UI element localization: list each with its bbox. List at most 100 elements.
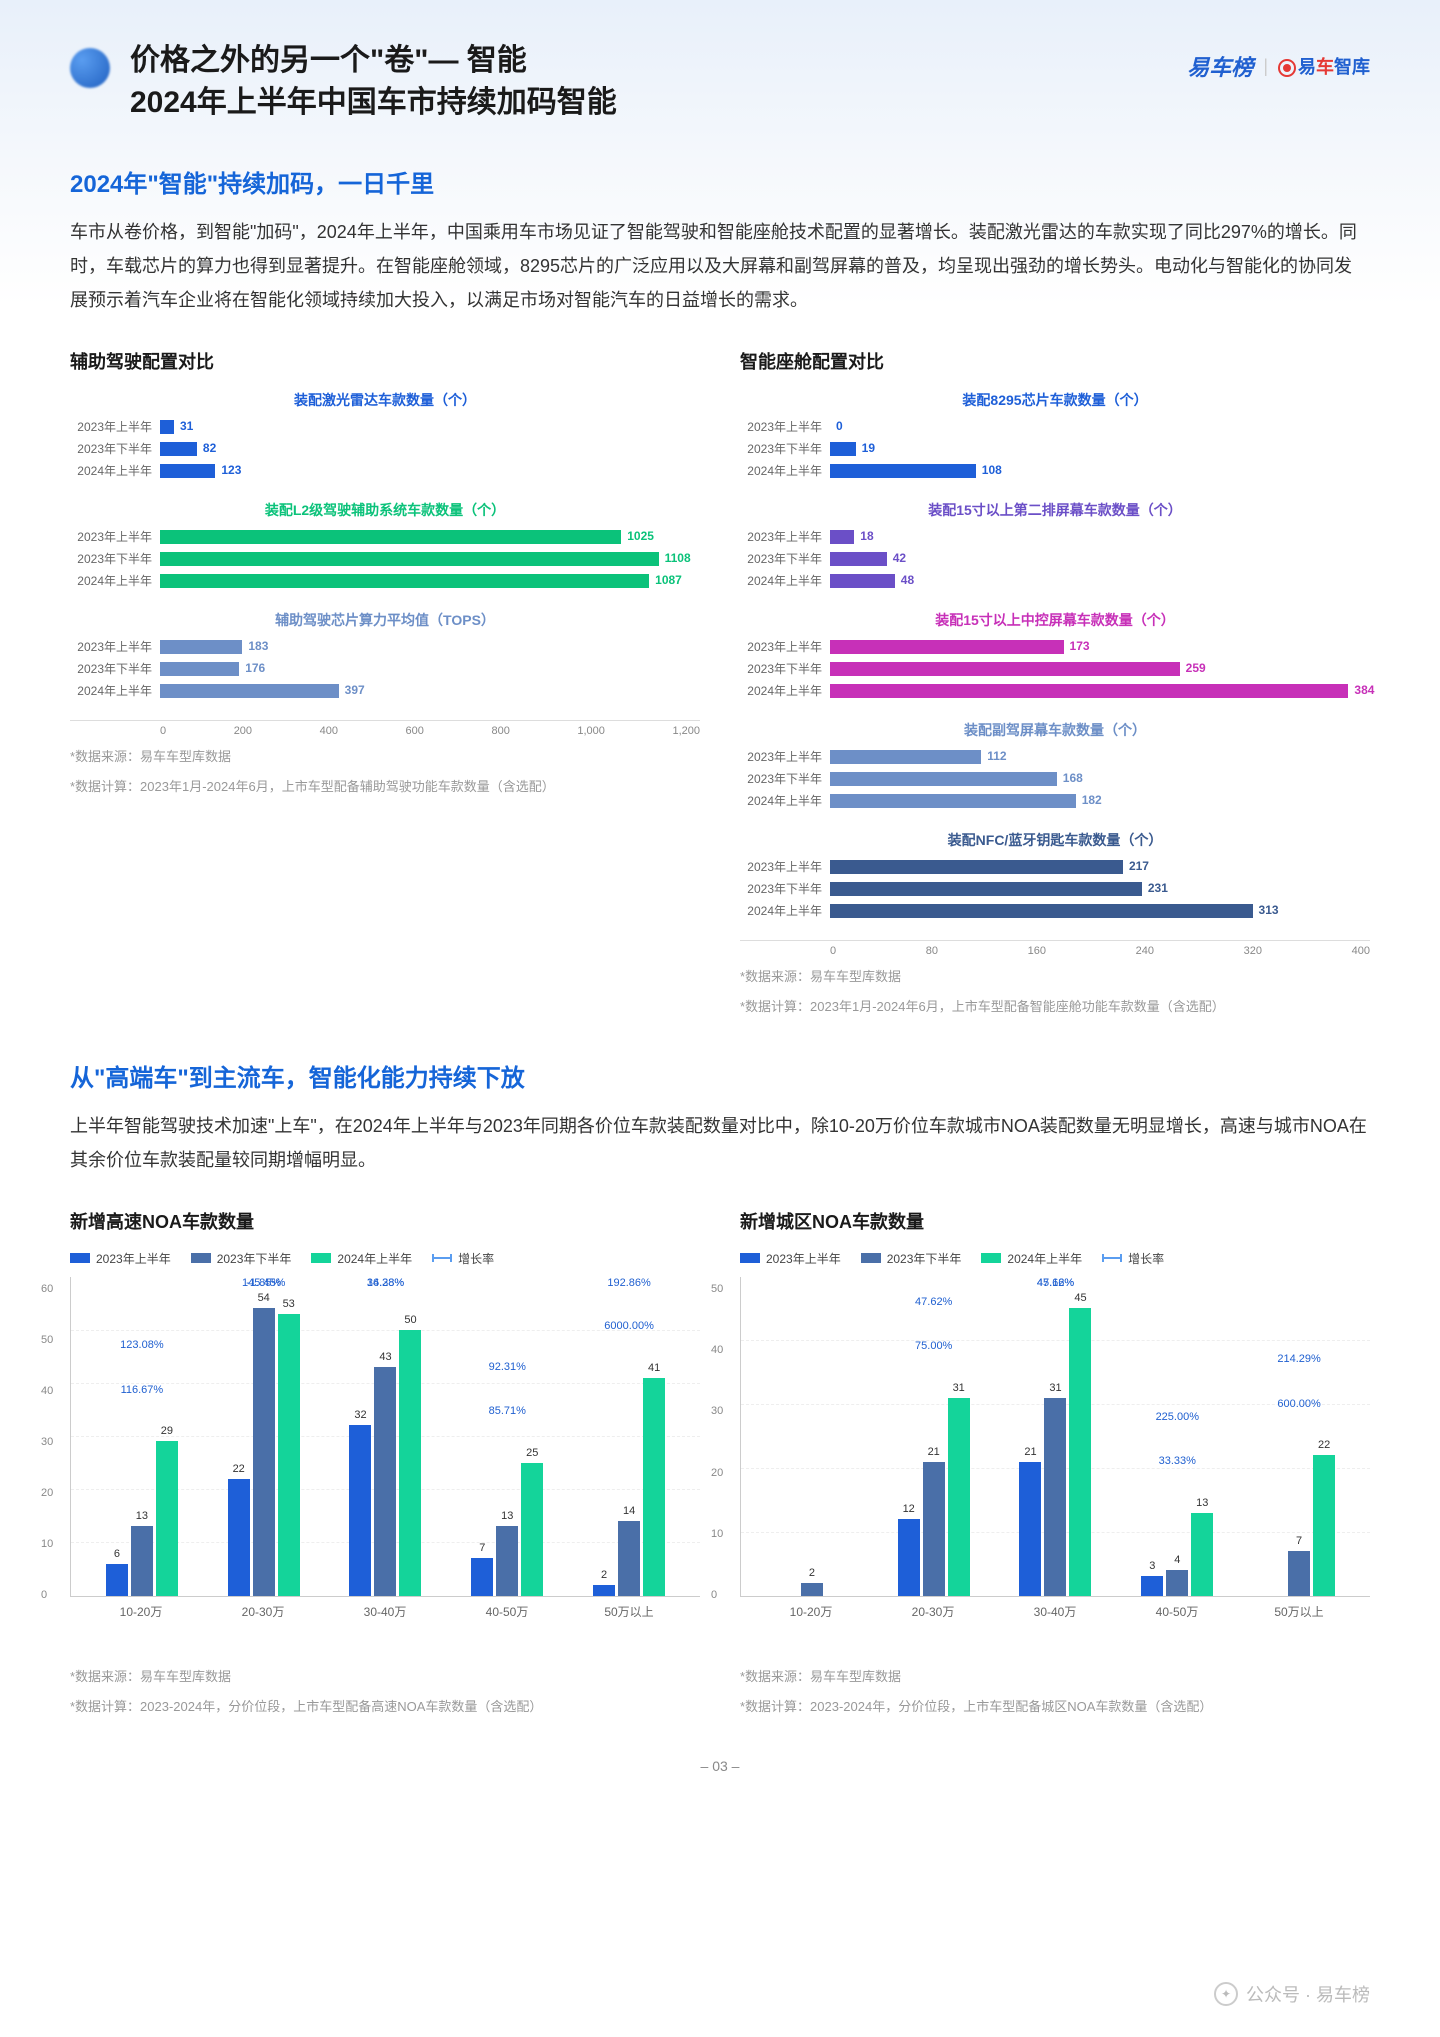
y-tick: 50 [41, 1334, 53, 1346]
hbar-value: 19 [862, 441, 875, 455]
hbar-period-label: 2023年上半年 [740, 418, 830, 435]
hbar-fill [830, 772, 1057, 786]
hbar-row: 2024年上半年1087 [70, 572, 700, 590]
hbar-subtitle: 装配15寸以上中控屏幕车款数量（个） [740, 610, 1370, 630]
vbar-value: 13 [1196, 1497, 1208, 1509]
growth-label: -1.85% [246, 1277, 281, 1289]
hbar-period-label: 2024年上半年 [70, 572, 160, 589]
hbar-value: 18 [860, 529, 873, 543]
wechat-icon: ✦ [1214, 1982, 1238, 2006]
hbar-period-label: 2023年上半年 [70, 418, 160, 435]
hbar-row: 2023年下半年259 [740, 660, 1370, 678]
vbar-value: 2 [601, 1569, 607, 1581]
y-tick: 0 [711, 1589, 723, 1601]
hbar-row: 2024年上半年397 [70, 682, 700, 700]
vbar-category-group: 7132585.71%92.31% [446, 1277, 568, 1596]
chart-right: 智能座舱配置对比 装配8295芯片车款数量（个）2023年上半年02023年下半… [740, 348, 1370, 1019]
vbar-value: 50 [404, 1314, 416, 1326]
page-number: – 03 – [70, 1758, 1370, 1774]
x-label: 30-40万 [324, 1603, 446, 1620]
logo-yiche: 易车榜 [1187, 50, 1253, 82]
vbar-value: 41 [648, 1362, 660, 1374]
growth-label: 192.86% [607, 1277, 650, 1289]
hbar-fill [160, 530, 621, 544]
x-label: 10-20万 [80, 1603, 202, 1620]
hbar-period-label: 2024年上半年 [740, 572, 830, 589]
vbar-value: 21 [928, 1446, 940, 1458]
hbar-subtitle: 装配8295芯片车款数量（个） [740, 390, 1370, 410]
vbar-value: 43 [379, 1351, 391, 1363]
hbar-period-label: 2024年上半年 [70, 682, 160, 699]
vchart-right: 新增城区NOA车款数量 2023年上半年2023年下半年2024年上半年增长率 … [740, 1208, 1370, 1719]
hbar-period-label: 2023年下半年 [740, 440, 830, 457]
chart-left-title: 辅助驾驶配置对比 [70, 348, 700, 374]
section2-title: 从"高端车"到主流车，智能化能力持续下放 [70, 1058, 1370, 1093]
vbar-category-group: 61329116.67%123.08% [81, 1277, 203, 1596]
hbar-row: 2023年上半年217 [740, 858, 1370, 876]
hbar-value: 1108 [665, 551, 691, 565]
growth-label: 214.29% [1277, 1353, 1320, 1365]
vbar: 43 [374, 1367, 396, 1596]
y-tick: 40 [41, 1385, 53, 1397]
vbar: 4 [1166, 1570, 1188, 1596]
legend-swatch [861, 1253, 881, 1263]
vbar-value: 4 [1174, 1554, 1180, 1566]
hbar-fill [160, 640, 242, 654]
hbar-fill [830, 640, 1064, 654]
logo-separator: | [1263, 56, 1268, 77]
vbar-value: 21 [1024, 1446, 1036, 1458]
vbar-value: 12 [903, 1503, 915, 1515]
hbar-group: 装配L2级驾驶辅助系统车款数量（个）2023年上半年10252023年下半年11… [70, 500, 700, 590]
legend-label: 2024年上半年 [1007, 1250, 1082, 1267]
x-label: 20-30万 [202, 1603, 324, 1620]
hbar-value: 82 [203, 441, 216, 455]
vbar: 54 [253, 1308, 275, 1595]
header-dot-icon [70, 48, 110, 88]
growth-label: 75.00% [915, 1340, 952, 1352]
vbar-category-group: 21314547.62%45.16% [995, 1277, 1117, 1596]
chart-right-footnote2: *数据计算：2023年1月-2024年6月，上市车型配备智能座舱功能车款数量（含… [740, 997, 1370, 1018]
hbar-subtitle: 装配副驾屏幕车款数量（个） [740, 720, 1370, 740]
hbar-value: 176 [245, 661, 265, 675]
hbar-row: 2023年下半年176 [70, 660, 700, 678]
vbar: 2 [593, 1585, 615, 1596]
growth-label: 123.08% [120, 1339, 163, 1351]
hbar-subtitle: 辅助驾驶芯片算力平均值（TOPS） [70, 610, 700, 630]
vbar: 25 [521, 1463, 543, 1596]
vbar-category-group: 2 [751, 1277, 873, 1596]
vbar: 13 [131, 1526, 153, 1595]
hbar-group: 装配8295芯片车款数量（个）2023年上半年02023年下半年192024年上… [740, 390, 1370, 480]
legend-item: 增长率 [432, 1250, 494, 1267]
hbar-fill [830, 552, 887, 566]
logos: 易车榜 | 易车智库 [1187, 50, 1370, 82]
vbar: 41 [643, 1378, 665, 1596]
axis-tick: 200 [234, 725, 252, 737]
legend-swatch [981, 1253, 1001, 1263]
vbar-value: 14 [623, 1505, 635, 1517]
hbar-subtitle: 装配15寸以上第二排屏幕车款数量（个） [740, 500, 1370, 520]
growth-label: 116.67% [121, 1384, 164, 1396]
axis-tick: 160 [1028, 945, 1046, 957]
hbar-value: 182 [1082, 793, 1102, 807]
hbar-fill [160, 684, 339, 698]
vbar: 6 [106, 1564, 128, 1596]
hbar-fill [160, 574, 649, 588]
vbar-category-group: 214416000.00%192.86% [568, 1277, 690, 1596]
axis-tick: 80 [926, 945, 938, 957]
legend-item: 2023年上半年 [70, 1250, 171, 1267]
vbar: 31 [948, 1398, 970, 1596]
vbar-value: 13 [136, 1510, 148, 1522]
vbar: 7 [1288, 1551, 1310, 1596]
axis-tick: 400 [320, 725, 338, 737]
hbar-period-label: 2023年上半年 [740, 858, 830, 875]
hbar-period-label: 2024年上半年 [740, 792, 830, 809]
hbar-fill [830, 882, 1142, 896]
vbar-category-group: 32435034.38%16.28% [325, 1277, 447, 1596]
vbar: 31 [1044, 1398, 1066, 1596]
legend-label: 2023年上半年 [96, 1250, 171, 1267]
x-label: 10-20万 [750, 1603, 872, 1620]
hbar-period-label: 2023年上半年 [70, 528, 160, 545]
vbar-category-group: 225453145.45%-1.85% [203, 1277, 325, 1596]
vbar: 45 [1069, 1308, 1091, 1595]
y-tick: 20 [41, 1487, 53, 1499]
